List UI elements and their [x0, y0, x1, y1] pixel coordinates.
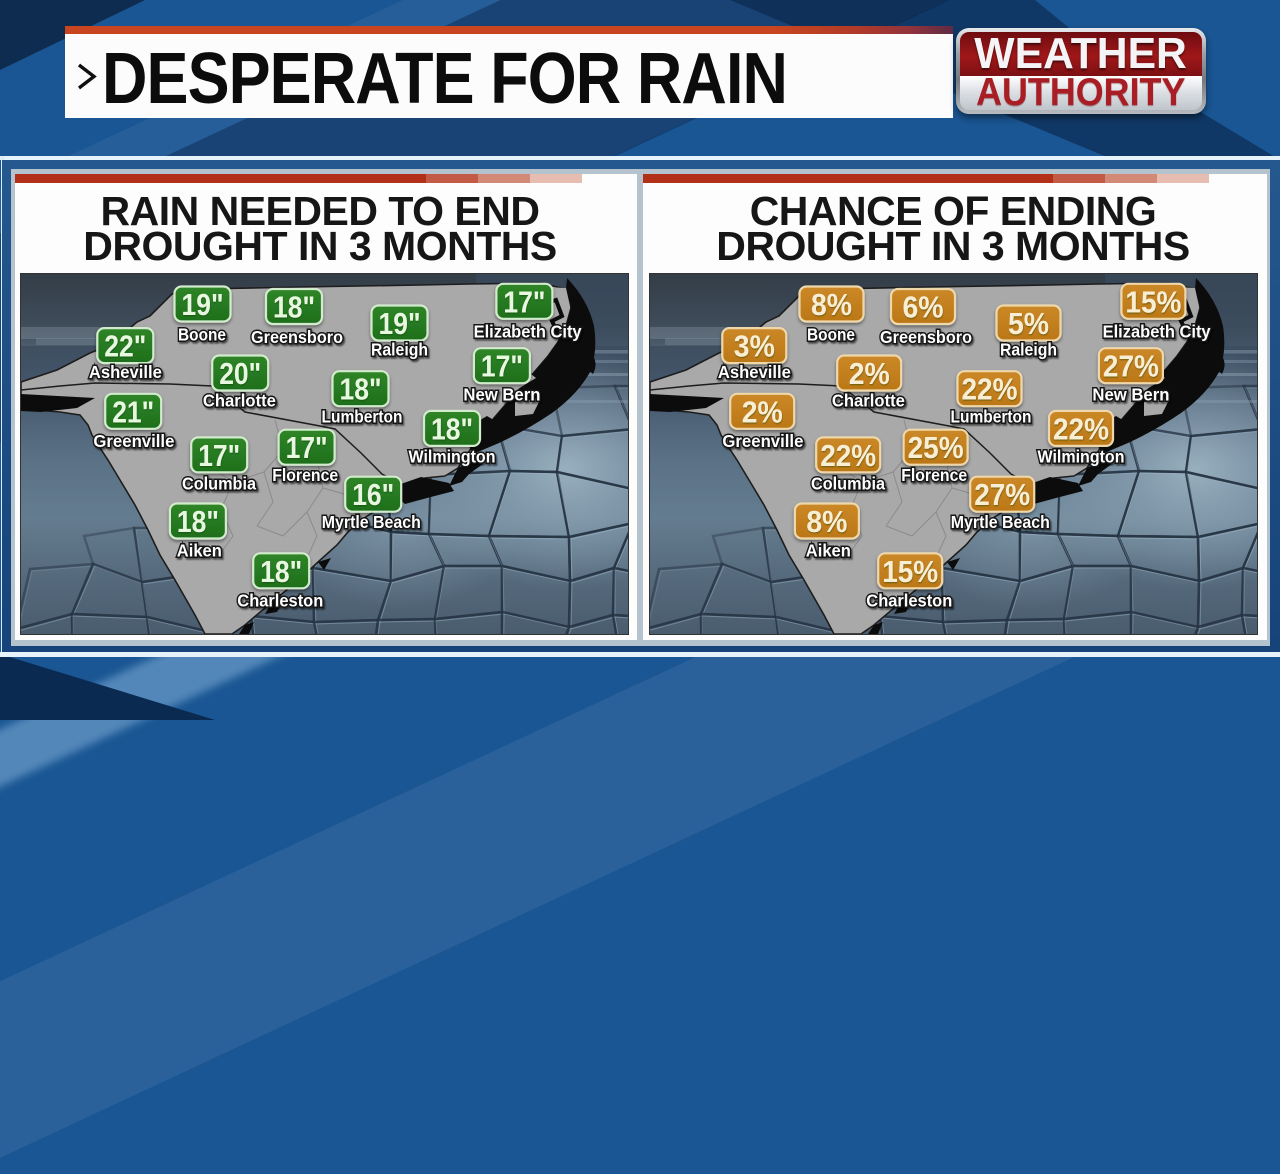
svg-text:Charlotte: Charlotte: [203, 390, 276, 410]
svg-text:22%: 22%: [820, 438, 876, 473]
svg-text:Columbia: Columbia: [811, 474, 885, 494]
svg-text:27%: 27%: [1103, 349, 1159, 384]
svg-text:Greensboro: Greensboro: [251, 327, 343, 347]
svg-text:New Bern: New Bern: [463, 384, 540, 404]
svg-text:Aiken: Aiken: [806, 541, 851, 561]
svg-text:Boone: Boone: [807, 325, 855, 345]
svg-text:Greenville: Greenville: [722, 431, 803, 451]
svg-text:Elizabeth City: Elizabeth City: [1103, 321, 1211, 341]
svg-text:25%: 25%: [908, 430, 964, 465]
svg-text:Wilmington: Wilmington: [409, 447, 496, 467]
svg-text:Asheville: Asheville: [718, 362, 791, 382]
svg-text:2%: 2%: [742, 394, 783, 429]
svg-text:17": 17": [286, 430, 328, 465]
svg-text:18": 18": [177, 504, 219, 539]
svg-text:19": 19": [182, 287, 224, 322]
svg-text:15%: 15%: [882, 554, 938, 589]
svg-text:5%: 5%: [1008, 306, 1049, 341]
svg-text:Asheville: Asheville: [89, 362, 162, 382]
svg-text:22%: 22%: [1053, 411, 1109, 446]
svg-text:Aiken: Aiken: [177, 541, 222, 561]
svg-text:Charlotte: Charlotte: [832, 390, 905, 410]
svg-text:22%: 22%: [962, 372, 1018, 407]
svg-text:18": 18": [260, 554, 302, 589]
svg-text:Lumberton: Lumberton: [322, 407, 403, 427]
svg-text:Columbia: Columbia: [182, 474, 256, 494]
svg-text:Raleigh: Raleigh: [1000, 340, 1057, 360]
svg-text:3%: 3%: [734, 329, 775, 364]
svg-text:21": 21": [112, 394, 154, 429]
svg-text:Elizabeth City: Elizabeth City: [474, 321, 582, 341]
svg-text:6%: 6%: [903, 290, 944, 325]
svg-text:Greenville: Greenville: [93, 431, 174, 451]
svg-text:17": 17": [198, 438, 240, 473]
svg-text:16": 16": [352, 477, 394, 512]
svg-text:Myrtle Beach: Myrtle Beach: [322, 512, 421, 532]
svg-text:Wilmington: Wilmington: [1038, 447, 1125, 467]
svg-text:18": 18": [273, 290, 315, 325]
svg-text:18": 18": [431, 411, 473, 446]
svg-text:19": 19": [379, 306, 421, 341]
svg-text:17": 17": [481, 349, 523, 384]
svg-text:18": 18": [340, 372, 382, 407]
svg-text:Charleston: Charleston: [866, 591, 952, 611]
svg-text:Boone: Boone: [178, 325, 226, 345]
svg-text:Florence: Florence: [272, 465, 338, 485]
svg-text:Lumberton: Lumberton: [951, 407, 1032, 427]
svg-text:New Bern: New Bern: [1092, 384, 1169, 404]
svg-text:Florence: Florence: [901, 465, 967, 485]
svg-text:22": 22": [104, 329, 146, 364]
svg-text:27%: 27%: [974, 477, 1030, 512]
svg-text:2%: 2%: [849, 356, 890, 391]
svg-text:8%: 8%: [811, 287, 852, 322]
svg-text:Raleigh: Raleigh: [371, 340, 428, 360]
svg-text:20": 20": [219, 356, 261, 391]
svg-text:8%: 8%: [806, 504, 847, 539]
svg-text:Charleston: Charleston: [237, 591, 323, 611]
svg-text:Myrtle Beach: Myrtle Beach: [951, 512, 1050, 532]
svg-text:17": 17": [503, 284, 545, 319]
svg-text:15%: 15%: [1125, 284, 1181, 319]
svg-text:Greensboro: Greensboro: [880, 327, 972, 347]
